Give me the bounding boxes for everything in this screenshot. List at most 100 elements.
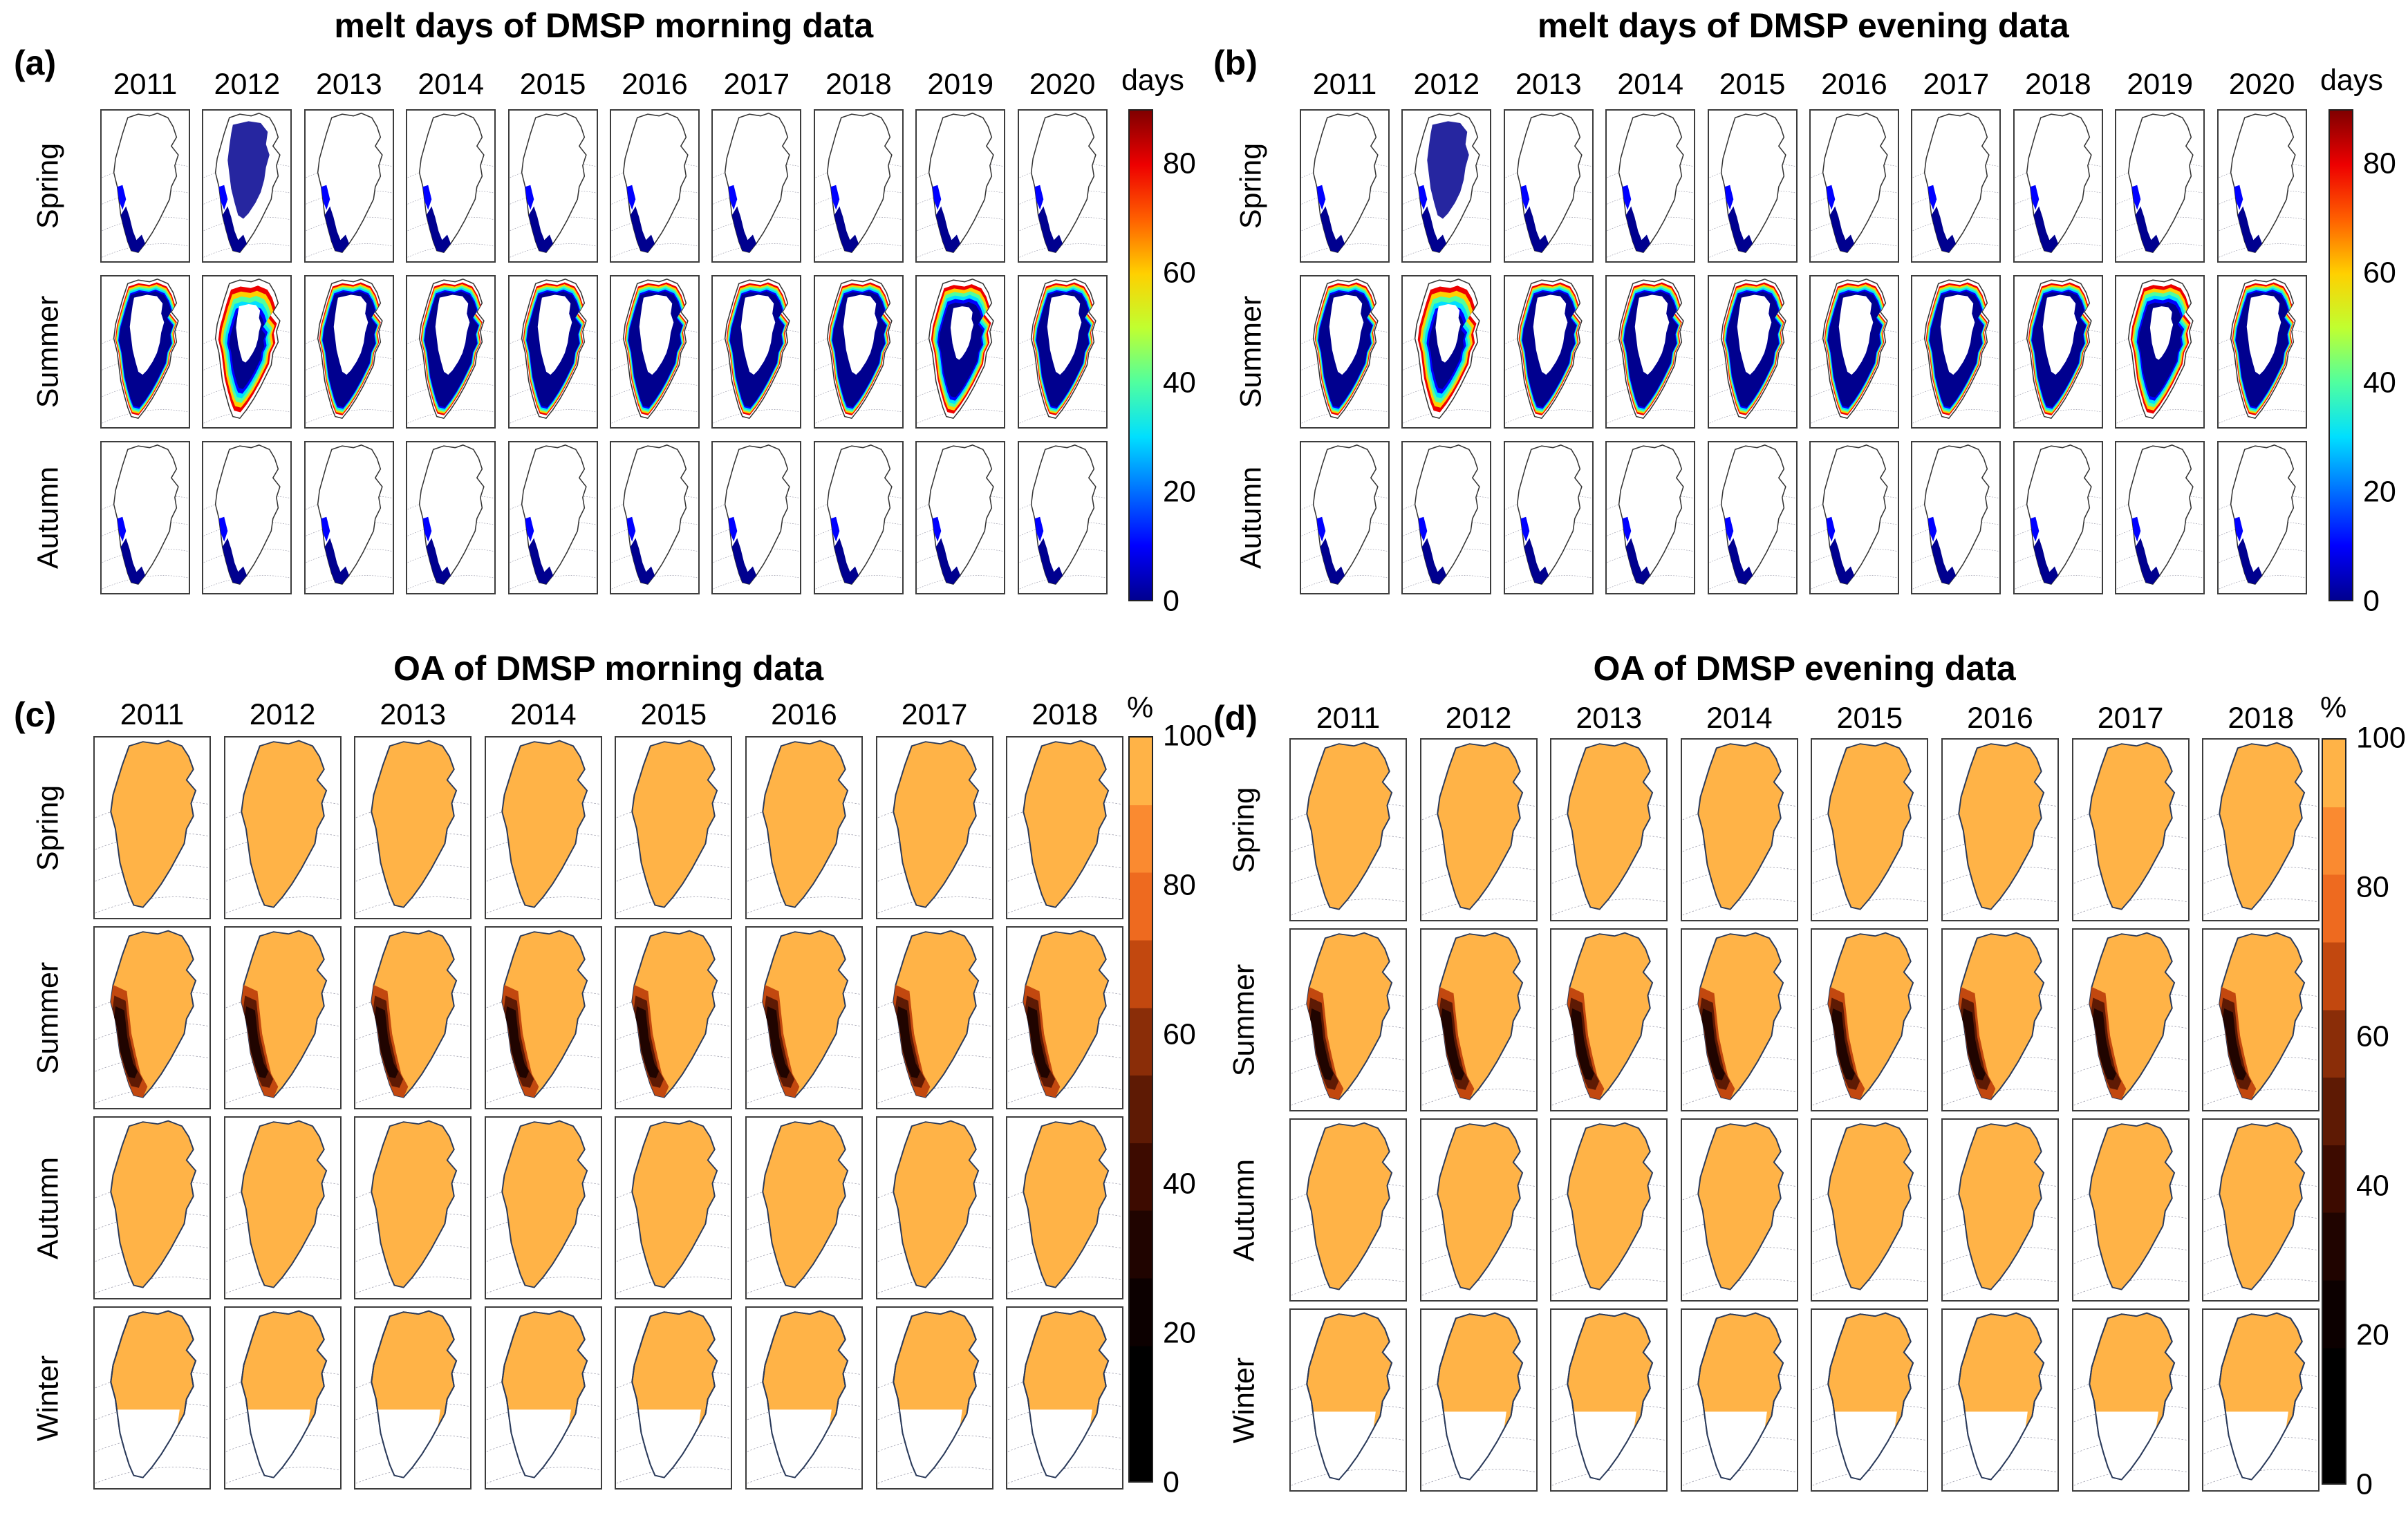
greenland-map [2203, 742, 2319, 916]
coastline [240, 1120, 327, 1288]
greenland-map [747, 1310, 861, 1484]
no-melt-interior [741, 294, 776, 375]
greenland-map [485, 1310, 601, 1484]
coastline [1306, 742, 1393, 910]
year-label: 2017 [2097, 702, 2164, 735]
melt-rim [1419, 185, 1428, 210]
greenland-map [1811, 444, 1898, 590]
melt-rim [1316, 185, 1326, 210]
graticule-line [1007, 1277, 1123, 1294]
graticule-line [1943, 899, 2057, 916]
coastline [501, 1310, 588, 1478]
map-cell [711, 441, 802, 594]
coastline [1827, 742, 1914, 910]
coastline [1924, 444, 1990, 585]
map-cell [304, 441, 394, 594]
coastline [1924, 113, 1990, 254]
graticule-line [1607, 409, 1695, 424]
panel-title: OA of DMSP evening data [1593, 649, 2016, 688]
melt-rim [1928, 185, 1937, 210]
year-label: 2012 [214, 68, 281, 101]
oa-rim [1440, 1008, 1464, 1081]
greenland-map [1421, 742, 1536, 916]
greenland-map [1403, 444, 1491, 590]
graticule-line [1403, 409, 1491, 424]
year-label: 2013 [315, 68, 382, 101]
map-cell [1941, 738, 2059, 921]
colorbar-tick: 80 [2363, 147, 2396, 180]
greenland-map [1504, 113, 1592, 258]
greenland-map [611, 113, 698, 258]
graticule-line [485, 1467, 601, 1484]
coastline [622, 113, 689, 254]
graticule-line [1811, 243, 1898, 258]
map-cell [93, 1116, 211, 1299]
year-label: 2014 [1617, 68, 1684, 101]
melt-rim [426, 538, 451, 585]
coastline [1023, 1120, 1110, 1288]
greenland-map [509, 444, 597, 590]
map-cell [1707, 441, 1798, 594]
colorbar [2328, 109, 2353, 601]
graticule-line [95, 1467, 209, 1484]
melt-rim [1928, 516, 1937, 542]
graticule-line [2203, 1089, 2319, 1106]
melt-rim [2135, 206, 2160, 253]
map-cell [354, 1116, 472, 1299]
season-label: Autumn [31, 466, 65, 570]
melt-rim [219, 516, 228, 542]
greenland-map [1681, 932, 1797, 1106]
year-label: 2020 [2228, 68, 2295, 101]
greenland-map [509, 279, 597, 424]
graticule-line [2203, 899, 2319, 916]
melt-rim [1826, 185, 1836, 210]
year-label: 2018 [2024, 68, 2091, 101]
melt-rim [1422, 538, 1447, 585]
coastline [2088, 1122, 2175, 1290]
graticule-line [1018, 409, 1106, 424]
greenland-map [1291, 742, 1406, 916]
year-label: 2014 [510, 698, 577, 731]
greenland-map [917, 279, 1005, 424]
graticule-line [1018, 575, 1106, 590]
year-label: 2016 [1967, 702, 2033, 735]
map-cell [1811, 1308, 1929, 1492]
colorbar-tick: 60 [1163, 1017, 1196, 1051]
graticule-line [305, 575, 393, 590]
greenland-map [877, 1120, 992, 1294]
coastline [1827, 1312, 1914, 1481]
no-data-area [1311, 1411, 1376, 1480]
greenland-map [225, 740, 340, 914]
melt-rim [1524, 538, 1549, 585]
greenland-map [1551, 742, 1667, 916]
map-cell [875, 736, 993, 919]
map-cell [615, 1306, 733, 1490]
greenland-map [1007, 1120, 1123, 1294]
map-cell [202, 275, 292, 429]
no-data-area [506, 1409, 571, 1478]
graticule-line [713, 243, 801, 258]
season-label: Summer [31, 295, 65, 408]
greenland-map [1607, 113, 1695, 258]
no-data-area [115, 1409, 180, 1478]
no-data-area [1833, 1411, 1898, 1480]
year-label: 2018 [825, 68, 892, 101]
no-data-area [1028, 1409, 1093, 1478]
map-cell [406, 275, 496, 429]
map-cell [1300, 441, 1390, 594]
greenland-map [2116, 444, 2204, 590]
graticule-line [102, 243, 189, 258]
coastline [1030, 444, 1096, 585]
map-cell [1707, 275, 1798, 429]
melt-rim [1038, 206, 1063, 253]
melt-rim [324, 206, 349, 253]
map-cell [1550, 1118, 1668, 1302]
melt-rim [830, 516, 840, 542]
melt-rim [1829, 538, 1854, 585]
oa-rim [635, 1006, 660, 1079]
no-melt-interior [1941, 294, 1975, 375]
no-melt-interior [2246, 294, 2281, 375]
coastline [2230, 444, 2296, 585]
graticule-line [1708, 243, 1796, 258]
greenland-map [95, 740, 209, 914]
